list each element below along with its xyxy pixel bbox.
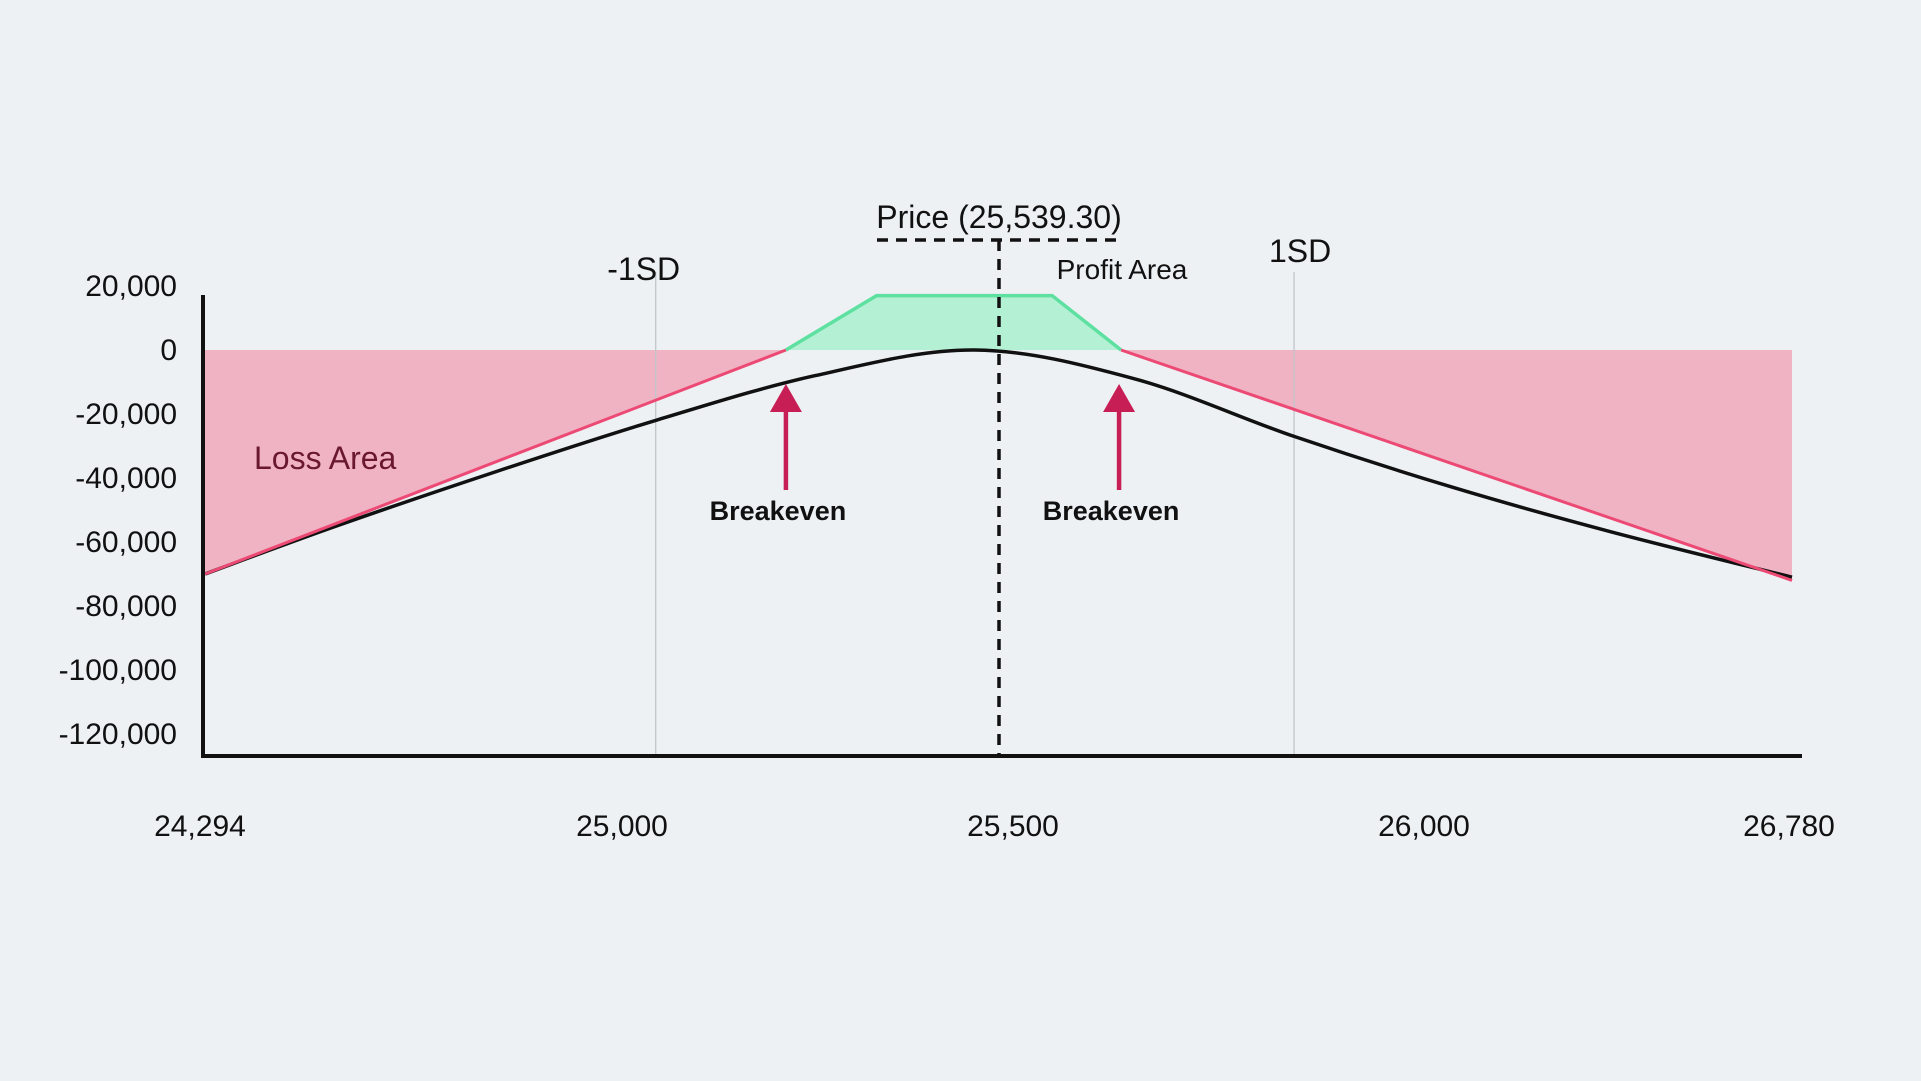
y-tick-label-0: 20,000 [85,270,177,303]
y-tick-label-6: -100,000 [59,654,177,687]
x-tick-label-1: 25,000 [576,810,668,843]
x-tick-label-0: 24,294 [154,810,246,843]
y-tick-label-3: -40,000 [75,462,177,495]
payoff-line-left-loss [204,348,787,576]
price-label: Price (25,539.30) [876,199,1121,235]
breakeven-label-1: Breakeven [1043,496,1180,526]
breakeven-arrow-head-0 [769,384,802,412]
y-tick-label-1: 0 [160,334,177,367]
y-tick-label-2: -20,000 [75,398,177,431]
y-tick-label-7: -120,000 [59,718,177,751]
profit-area-label: Profit Area [1057,254,1188,285]
breakeven-arrow-head-1 [1103,384,1136,412]
x-tick-label-2: 25,500 [967,810,1059,843]
x-tick-label-4: 26,780 [1743,810,1835,843]
sd-plus-label: 1SD [1269,233,1331,269]
loss-area-label: Loss Area [254,440,397,476]
profit-area [785,295,1122,350]
payoff-line-right-loss [1120,348,1793,582]
x-tick-label-3: 26,000 [1378,810,1470,843]
current-payoff-curve [204,348,1793,579]
payoff-line-profit [785,293,1123,352]
breakeven-label-0: Breakeven [710,496,847,526]
sd-minus-label: -1SD [607,251,680,287]
y-tick-label-5: -80,000 [75,590,177,623]
y-tick-label-4: -60,000 [75,526,177,559]
